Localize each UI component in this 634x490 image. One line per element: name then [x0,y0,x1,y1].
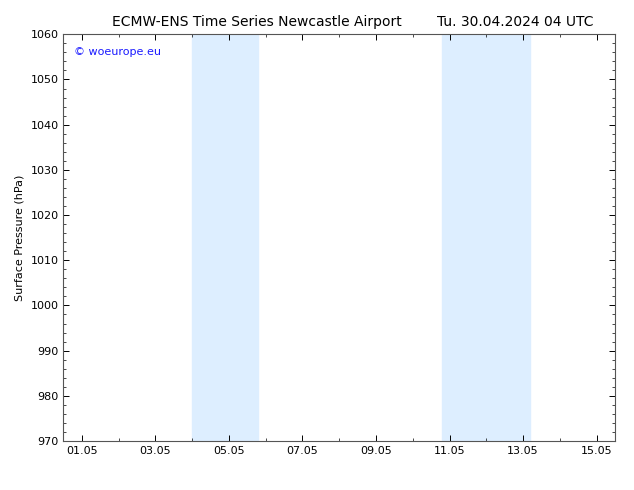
Bar [442,34,531,441]
Bar [192,34,258,441]
Y-axis label: Surface Pressure (hPa): Surface Pressure (hPa) [15,174,25,301]
Text: © woeurope.eu: © woeurope.eu [74,47,162,56]
Text: ECMW-ENS Time Series Newcastle Airport: ECMW-ENS Time Series Newcastle Airport [112,15,401,29]
Text: Tu. 30.04.2024 04 UTC: Tu. 30.04.2024 04 UTC [437,15,594,29]
